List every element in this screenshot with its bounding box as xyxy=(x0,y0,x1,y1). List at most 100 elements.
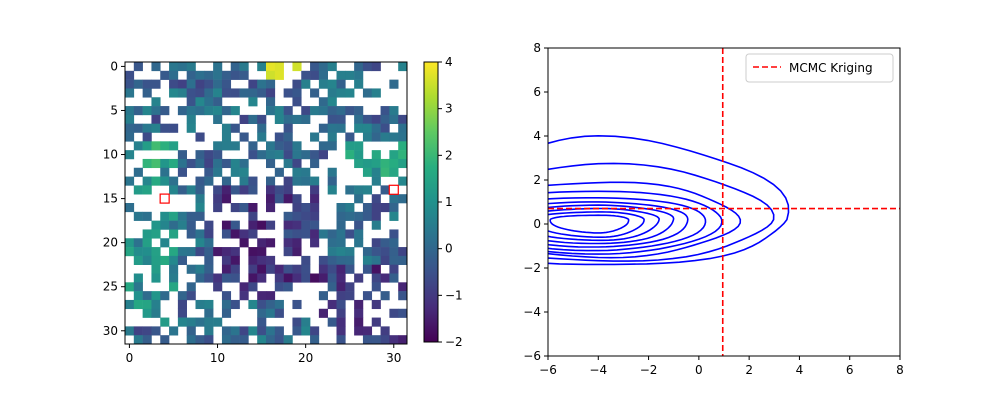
heatmap-cell xyxy=(257,150,267,160)
heatmap-cell xyxy=(142,123,152,133)
heatmap-cell xyxy=(336,238,346,248)
heatmap-cell xyxy=(362,114,373,124)
heatmap-cell xyxy=(336,273,346,283)
heatmap-cell xyxy=(186,158,196,169)
heatmap-cell xyxy=(195,79,205,89)
heatmap-cell xyxy=(230,123,240,133)
heatmap-cell xyxy=(151,247,161,257)
heatmap-cell xyxy=(292,211,302,221)
heatmap-cell xyxy=(186,291,196,301)
heatmap-cell xyxy=(160,220,170,230)
heatmap-cell xyxy=(336,308,346,318)
heatmap-cell xyxy=(301,79,311,89)
heatmap-frame xyxy=(124,61,408,345)
heatmap-cell xyxy=(274,141,284,151)
heatmap-cell xyxy=(186,114,196,124)
heatmap-cell xyxy=(221,326,232,336)
heatmap-cell xyxy=(318,106,328,116)
heatmap-cell xyxy=(345,255,355,265)
heatmap-cell xyxy=(125,326,135,336)
heatmap-cell xyxy=(318,273,328,283)
heatmap-cell xyxy=(292,150,302,160)
heatmap-cell xyxy=(398,308,408,318)
heatmap-cell xyxy=(266,158,276,169)
heatmap-cell xyxy=(371,88,381,98)
heatmap-cell xyxy=(186,211,196,221)
heatmap-cell xyxy=(169,326,179,336)
heatmap-cell xyxy=(204,238,214,248)
heatmap-cell xyxy=(274,308,284,318)
heatmap-cell xyxy=(380,167,390,177)
heatmap-cell xyxy=(398,114,408,124)
heatmap-cell xyxy=(336,229,346,239)
heatmap-cell xyxy=(389,229,399,239)
heatmap-cell xyxy=(160,238,170,248)
heatmap-cell xyxy=(266,203,276,213)
heatmap-cell xyxy=(354,62,364,72)
heatmap-cell xyxy=(310,158,320,169)
heatmap-cell xyxy=(345,70,355,80)
heatmap-cell xyxy=(204,158,214,169)
heatmap-cell xyxy=(336,326,346,336)
heatmap-cell xyxy=(310,132,320,142)
heatmap-cell xyxy=(310,106,320,116)
heatmap-cell xyxy=(362,185,373,195)
heatmap-cell xyxy=(266,326,276,336)
heatmap-cell xyxy=(336,299,346,310)
heatmap-cell xyxy=(142,299,152,310)
heatmap-cell xyxy=(142,185,152,195)
heatmap-cell xyxy=(142,106,152,116)
heatmap-cell xyxy=(213,106,223,116)
heatmap-cell xyxy=(133,273,143,283)
y-tick-label: −6 xyxy=(523,349,541,363)
heatmap-cell xyxy=(389,255,399,265)
heatmap-cell xyxy=(204,167,214,177)
heatmap-cell xyxy=(142,335,152,345)
density-contour xyxy=(548,204,675,245)
heatmap-cell xyxy=(354,185,364,195)
heatmap-cell xyxy=(371,282,381,292)
heatmap-cell xyxy=(257,123,267,133)
heatmap-cell xyxy=(125,88,135,98)
heatmap-cell xyxy=(151,220,161,230)
heatmap-cell xyxy=(160,317,170,327)
heatmap-cell xyxy=(239,203,249,213)
heatmap-cell xyxy=(371,158,381,169)
heatmap-cell xyxy=(354,238,364,248)
heatmap-cell xyxy=(380,255,390,265)
heatmap-cell xyxy=(213,203,223,213)
x-tick-label: 8 xyxy=(896,363,904,377)
heatmap-cell xyxy=(310,273,320,283)
heatmap-cell xyxy=(398,176,408,186)
colorbar-tick-label: 4 xyxy=(445,55,453,69)
heatmap-cell xyxy=(301,326,311,336)
heatmap-cell xyxy=(283,282,293,292)
heatmap-cell xyxy=(327,238,337,248)
heatmap-cell xyxy=(248,114,258,124)
colorbar-tick-label: −2 xyxy=(445,335,463,349)
heatmap-cell xyxy=(398,123,408,133)
heatmap-cell xyxy=(186,335,196,345)
heatmap-cell xyxy=(380,114,390,124)
heatmap-cell xyxy=(327,299,337,310)
heatmap-cell xyxy=(177,185,187,195)
heatmap-cell xyxy=(274,282,284,292)
y-tick-label: 25 xyxy=(103,280,118,294)
heatmap-cell xyxy=(230,335,240,345)
heatmap-cell xyxy=(239,114,249,124)
contour-frame xyxy=(547,47,901,357)
heatmap-cell xyxy=(292,62,302,72)
heatmap-cell xyxy=(301,150,311,160)
heatmap-cell xyxy=(266,79,276,89)
heatmap-cell xyxy=(204,326,214,336)
x-tick-label: −4 xyxy=(589,363,607,377)
heatmap-cell xyxy=(213,141,223,151)
heatmap-cell xyxy=(160,123,170,133)
heatmap-cell xyxy=(301,211,311,221)
heatmap-cell xyxy=(301,264,311,274)
y-tick-label: 6 xyxy=(533,85,541,99)
heatmap-cell xyxy=(283,123,293,133)
heatmap-cell xyxy=(221,176,232,186)
x-tick-label: 0 xyxy=(126,351,134,365)
heatmap-cell xyxy=(327,264,337,274)
